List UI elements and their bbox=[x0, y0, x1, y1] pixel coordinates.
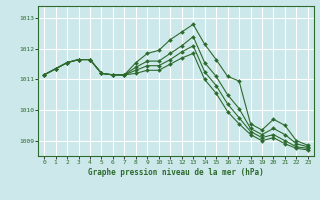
X-axis label: Graphe pression niveau de la mer (hPa): Graphe pression niveau de la mer (hPa) bbox=[88, 168, 264, 177]
